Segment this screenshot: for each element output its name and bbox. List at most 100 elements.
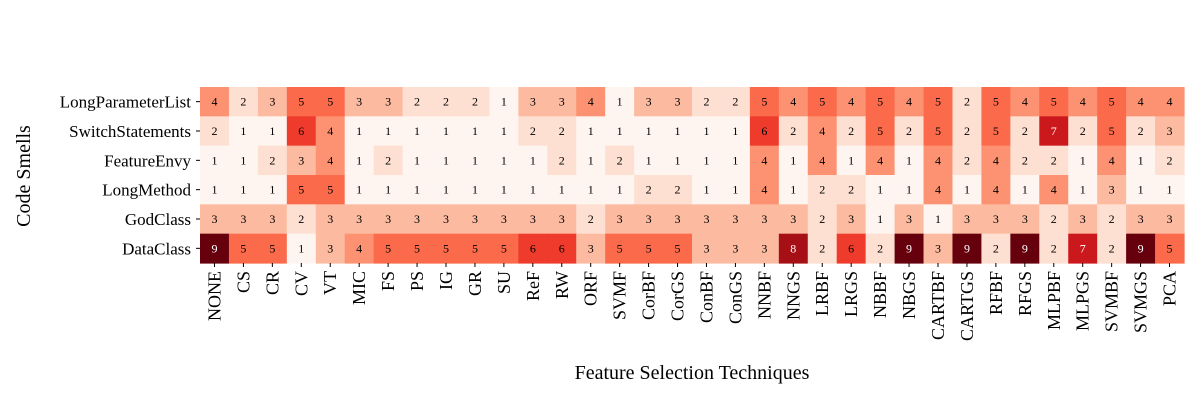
heatmap-cell [518, 87, 548, 117]
heatmap-cell [228, 116, 259, 147]
heatmap-cell [257, 175, 288, 205]
heatmap-cell [257, 233, 288, 264]
heatmap-cell [286, 175, 317, 205]
cell-value-label: 1 [443, 124, 449, 138]
cell-value-label: 1 [848, 153, 854, 167]
heatmap-cell [576, 175, 606, 205]
cell-value-label: 1 [501, 183, 507, 197]
cell-value-label: 3 [646, 212, 652, 226]
heatmap-cell [576, 145, 606, 176]
heatmap-cell [373, 145, 404, 176]
cell-value-label: 2 [269, 153, 275, 167]
heatmap-cell [663, 116, 693, 147]
heatmap-cell [1155, 116, 1185, 147]
cell-value-label: 5 [472, 241, 478, 255]
cell-value-label: 1 [240, 153, 246, 167]
cell-value-label: 5 [935, 95, 941, 109]
cell-value-label: 9 [211, 241, 217, 255]
cell-value-label: 6 [298, 124, 304, 138]
cell-value-label: 5 [240, 241, 246, 255]
x-tick-label: SVMGS [1131, 271, 1151, 333]
heatmap-cell [836, 145, 867, 176]
cell-value-label: 4 [819, 124, 825, 138]
x-tick-label: MIC [349, 271, 369, 305]
heatmap-cell [431, 116, 462, 147]
cell-value-label: 5 [501, 241, 507, 255]
heatmap-cell [778, 204, 809, 235]
cell-value-label: 9 [906, 241, 912, 255]
x-tick-label: LRGS [841, 271, 861, 317]
cell-value-label: 3 [906, 212, 912, 226]
cell-value-label: 4 [993, 183, 999, 197]
cell-value-label: 5 [819, 95, 825, 109]
heatmap-cell [836, 175, 867, 205]
heatmap-cell [402, 175, 433, 205]
cell-value-label: 2 [906, 124, 912, 138]
cell-value-label: 1 [703, 124, 709, 138]
x-tick-label: PS [407, 271, 427, 291]
cell-value-label: 2 [964, 153, 970, 167]
heatmap-cell [605, 233, 635, 264]
cell-value-label: 2 [1138, 124, 1144, 138]
cell-value-label: 5 [993, 124, 999, 138]
cell-value-label: 1 [617, 124, 623, 138]
x-tick-label: RFBF [986, 271, 1006, 315]
cell-value-label: 1 [298, 241, 304, 255]
x-tick-label: CorGS [668, 271, 688, 321]
cell-value-label: 3 [732, 241, 738, 255]
cell-value-label: 3 [1109, 183, 1115, 197]
heatmap-cell [663, 233, 693, 264]
heatmap-cell [605, 145, 635, 176]
heatmap-cell [286, 87, 317, 117]
cell-value-label: 5 [414, 241, 420, 255]
cell-value-label: 3 [501, 212, 507, 226]
cell-value-label: 1 [703, 183, 709, 197]
cell-value-label: 5 [298, 95, 304, 109]
cell-value-label: 3 [703, 212, 709, 226]
cell-value-label: 1 [675, 124, 681, 138]
cell-value-label: 4 [993, 153, 999, 167]
x-tick-label: MLPGS [1073, 271, 1093, 331]
cell-value-label: 1 [211, 153, 217, 167]
heatmap-cell [315, 175, 346, 205]
cell-value-label: 1 [790, 153, 796, 167]
cell-value-label: 3 [298, 153, 304, 167]
heatmap-cell [518, 204, 548, 235]
heatmap-cell [894, 175, 925, 205]
cell-value-label: 2 [1080, 124, 1086, 138]
heatmap-cell [1155, 175, 1185, 205]
cell-value-label: 5 [617, 241, 623, 255]
x-tick-label: CS [233, 271, 253, 293]
heatmap-cell [344, 175, 375, 205]
heatmap-cell [692, 233, 722, 264]
heatmap-cell [373, 116, 404, 147]
heatmap-cell [1039, 233, 1069, 264]
heatmap-cell [692, 175, 722, 205]
cell-value-label: 5 [935, 124, 941, 138]
cell-value-label: 1 [732, 153, 738, 167]
cell-value-label: 1 [530, 183, 536, 197]
cell-value-label: 5 [675, 241, 681, 255]
heatmap-cell [460, 175, 491, 205]
x-tick-label: NNGS [783, 271, 803, 320]
heatmap-cell [865, 233, 896, 264]
x-tick-label: LRBF [812, 271, 832, 316]
cell-value-label: 3 [646, 95, 652, 109]
heatmap-cell [547, 145, 577, 176]
cell-value-label: 3 [269, 95, 275, 109]
cell-value-label: 3 [617, 212, 623, 226]
x-tick-label: SVMBF [1102, 271, 1122, 332]
heatmap-cell [200, 145, 230, 176]
heatmap-cell [1126, 233, 1156, 264]
heatmap-cell [402, 204, 433, 235]
heatmap-cell [228, 175, 259, 205]
heatmap-cell [460, 233, 491, 264]
x-tick-label: RW [552, 271, 572, 299]
y-tick-label: DataClass [122, 239, 191, 258]
cell-value-label: 4 [790, 95, 796, 109]
heatmap-cell [778, 175, 809, 205]
cell-value-label: 1 [906, 153, 912, 167]
cell-value-label: 3 [761, 212, 767, 226]
heatmap-cell [807, 233, 838, 264]
cell-value-label: 4 [1167, 95, 1173, 109]
